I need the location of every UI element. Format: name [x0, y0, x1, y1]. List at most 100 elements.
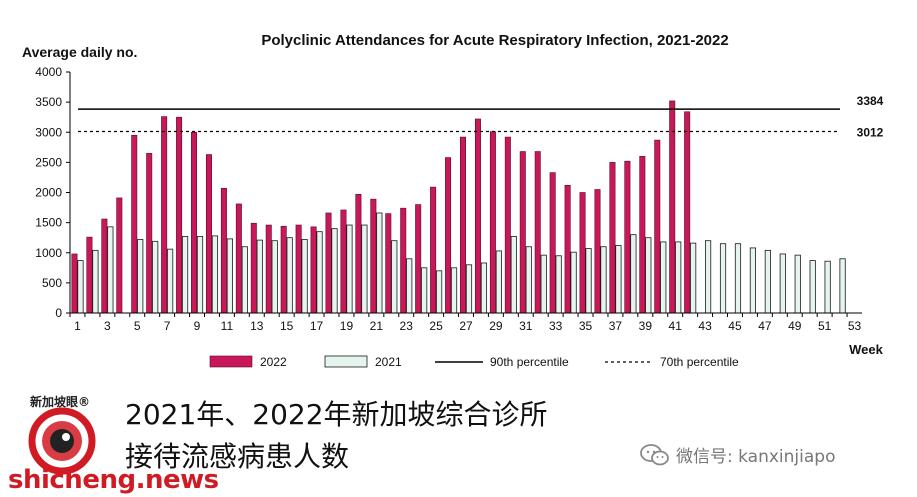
x-tick-label: 45 [728, 319, 742, 333]
bar-2021 [316, 231, 323, 314]
x-axis-title: Week [849, 342, 883, 357]
bar-2022 [250, 222, 257, 314]
x-tick-label: 41 [669, 319, 683, 333]
bar-2021 [436, 270, 443, 314]
bar-2022 [295, 224, 302, 314]
bar-2021 [809, 260, 816, 314]
brand-logo-icon [28, 407, 96, 475]
bar-2021 [839, 258, 846, 314]
x-tick-label: 37 [609, 319, 623, 333]
bar-2021 [600, 246, 607, 314]
bar-2021 [286, 237, 293, 314]
caption-line-2: 接待流感病患人数 [125, 440, 350, 473]
bar-2021 [167, 248, 174, 314]
bar-2022 [534, 151, 541, 314]
bar-2021 [301, 239, 308, 314]
bar-2021 [495, 250, 502, 314]
bar-2022 [310, 226, 317, 314]
x-tick-label: 29 [489, 319, 503, 333]
x-tick-label: 23 [400, 319, 414, 333]
x-tick-label: 47 [758, 319, 772, 333]
bar-2021 [450, 267, 458, 314]
bar-2021 [391, 240, 398, 314]
wechat-icon [640, 443, 669, 465]
y-tick-label: 2500 [35, 155, 62, 169]
bar-2021 [196, 236, 204, 314]
x-tick-label: 15 [280, 319, 294, 333]
bar-2022 [370, 198, 377, 314]
legend-swatch-2021 [324, 355, 368, 368]
bar-2022 [400, 207, 407, 314]
bar-2022 [191, 131, 198, 314]
bar-2021 [585, 248, 592, 314]
bar-2022 [654, 139, 661, 314]
bar-2022 [519, 151, 526, 314]
x-tick-label: 39 [639, 319, 653, 333]
legend-label-70th: 70th percentile [660, 355, 739, 369]
bar-2021 [570, 251, 577, 314]
x-tick-label: 49 [788, 319, 802, 333]
bar-2021 [211, 235, 219, 314]
bar-2021 [361, 224, 368, 314]
bar-2021 [256, 239, 263, 314]
bar-2021 [226, 238, 233, 314]
bar-2022 [639, 156, 646, 314]
bar-2021 [540, 254, 547, 314]
y-tick-label: 1500 [35, 216, 62, 230]
x-tick-label: 51 [818, 319, 832, 333]
bar-2022 [116, 197, 123, 314]
bar-2021 [675, 241, 682, 314]
x-tick-label: 11 [221, 319, 234, 333]
bar-2021 [406, 258, 413, 314]
y-tick-label: 4000 [35, 65, 62, 79]
bar-2021 [525, 246, 532, 314]
x-tick-label: 7 [164, 319, 171, 333]
legend-label-90th: 90th percentile [490, 355, 569, 369]
bar-2022 [489, 131, 496, 314]
bar-2022 [385, 213, 392, 314]
bar-2021 [331, 228, 338, 314]
bar-2022 [594, 189, 601, 314]
x-tick-label: 53 [848, 319, 862, 333]
x-tick-label: 1 [74, 319, 81, 333]
y-tick-label: 500 [42, 276, 62, 290]
x-tick-label: 27 [459, 319, 473, 333]
bar-2021 [376, 212, 383, 314]
bar-2022 [609, 162, 616, 314]
bar-2021 [152, 240, 159, 314]
bar-2021 [749, 247, 757, 314]
bar-2021 [421, 267, 428, 314]
bar-2022 [205, 154, 212, 314]
x-tick-label: 33 [549, 319, 563, 333]
x-tick-label: 43 [698, 319, 712, 333]
x-tick-label: 25 [429, 319, 443, 333]
bar-2021 [645, 237, 652, 314]
legend: 2022 2021 90th percentile 70th percentile [209, 355, 739, 369]
bar-2021 [734, 243, 742, 314]
bar-2021 [510, 236, 517, 314]
bar-2022 [146, 153, 153, 314]
x-tick-label: 31 [519, 319, 533, 333]
bar-2021 [764, 249, 771, 314]
bar-2022 [504, 136, 511, 314]
bar-2022 [415, 204, 422, 314]
bar-2022 [176, 116, 183, 314]
bar-2022 [280, 225, 287, 314]
bar-2021 [704, 240, 712, 314]
x-tick-label: 5 [134, 319, 141, 333]
bar-2022 [564, 184, 571, 314]
y-tick-label: 1000 [35, 246, 62, 260]
y-tick-label: 3000 [35, 125, 62, 139]
bar-2022 [684, 111, 691, 314]
y-axis-title: Average daily no. [22, 44, 137, 60]
bar-2022 [340, 209, 347, 314]
x-tick-label: 21 [370, 319, 384, 333]
bar-2021 [77, 260, 84, 314]
reference-line-label: 3012 [857, 126, 884, 140]
bar-2021 [660, 241, 667, 314]
bar-2021 [779, 253, 786, 314]
y-tick-label: 2000 [35, 186, 62, 200]
bar-2022 [220, 187, 227, 314]
